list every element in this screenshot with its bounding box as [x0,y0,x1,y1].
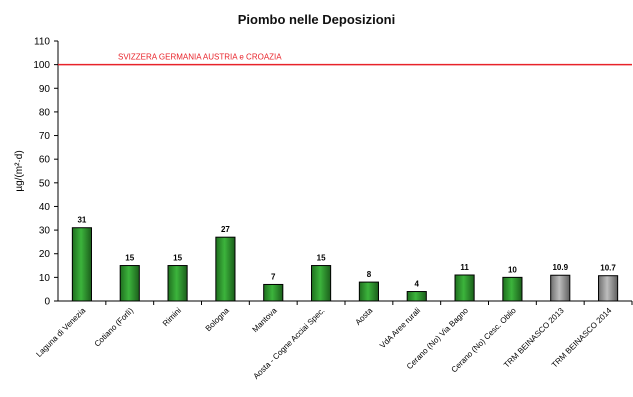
data-label: 7 [271,272,276,281]
bar [550,274,571,302]
data-label: 4 [415,280,420,289]
y-tick-label: 40 [39,202,51,213]
data-label: 10.7 [600,264,616,273]
x-tick-label: Aosta [353,306,374,327]
x-tick-label: Bologna [204,306,232,334]
y-tick-label: 90 [39,84,51,95]
bar [311,265,332,302]
y-tick-label: 110 [34,37,50,48]
data-label: 31 [77,216,86,225]
bar [502,276,523,302]
x-tick-label: Rimini [161,306,183,328]
data-label: 15 [125,254,134,263]
bar [454,274,475,302]
x-tick-label: Mantova [251,306,279,334]
x-tick-label: Laguna di Venezia [34,306,87,359]
bar [119,265,140,302]
bar [215,236,236,302]
y-tick-label: 70 [39,131,51,142]
data-label: 27 [221,225,230,234]
y-tick-label: 10 [39,273,51,284]
y-tick-label: 50 [39,178,51,189]
bar [71,227,92,302]
bar [598,275,619,302]
data-label: 11 [460,263,469,272]
data-label: 10 [508,265,517,274]
y-tick-label: 20 [39,249,51,260]
x-tick-label: Cotiano (Forlì) [93,306,136,349]
data-label: 8 [367,270,372,279]
bar [358,281,379,302]
bar [167,265,188,302]
y-tick-label: 0 [44,297,50,308]
data-label: 15 [317,254,326,263]
y-tick-label: 80 [39,107,51,118]
y-tick-label: 30 [39,226,51,237]
data-label: 15 [173,254,182,263]
x-tick-label: VdA Aree rurali [378,306,422,350]
y-axis-label: µg/(m²·d) [14,150,25,191]
y-tick-label: 100 [33,60,50,71]
reference-line-label: SVIZZERA GERMANIA AUSTRIA e CROAZIA [118,53,282,62]
y-tick-label: 60 [39,155,51,166]
bar [263,283,284,302]
bar [406,291,427,302]
data-label: 10.9 [552,263,568,272]
chart-title: Piombo nelle Deposizioni [237,12,396,27]
